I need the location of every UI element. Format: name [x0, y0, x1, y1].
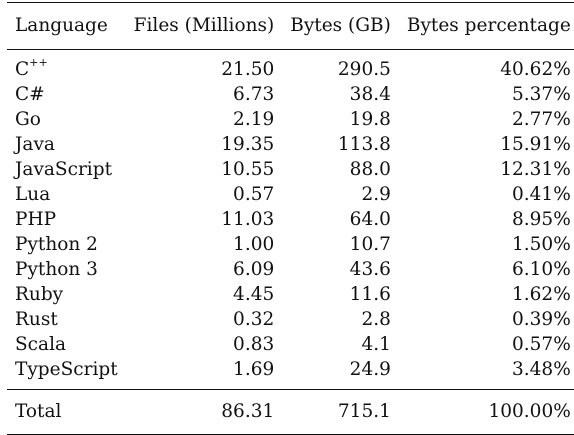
cell-files: 0.57 — [233, 184, 275, 206]
cell-bytes: 38.4 — [349, 84, 391, 106]
cell-files: 0.32 — [233, 309, 275, 331]
cell-files: 1.69 — [233, 359, 275, 381]
cell-bytes: 64.0 — [349, 209, 391, 231]
table-row: Python 3 6.09 43.6 6.10% — [7, 258, 574, 283]
cell-language: Scala — [7, 333, 126, 358]
total-label: Total — [15, 400, 62, 422]
table-row: C# 6.73 38.4 5.37% — [7, 83, 574, 108]
language-name: Java — [15, 134, 55, 156]
header-bytes: Bytes (GB) — [290, 14, 391, 36]
cell-bytes: 43.6 — [349, 259, 391, 281]
cell-language: C++ — [7, 50, 126, 84]
cell-percentage: 0.57% — [512, 334, 571, 356]
cell-language: C# — [7, 83, 126, 108]
language-stats-table: Language Files (Millions) Bytes (GB) Byt… — [7, 2, 574, 435]
cell-language: Rust — [7, 308, 126, 333]
cell-bytes: 88.0 — [349, 159, 391, 181]
table-row: Java 19.35 113.8 15.91% — [7, 133, 574, 158]
cell-files: 0.83 — [233, 334, 275, 356]
table-row: C++ 21.50 290.5 40.62% — [7, 50, 574, 84]
cell-language: PHP — [7, 208, 126, 233]
language-name: Go — [15, 109, 41, 131]
cell-bytes: 113.8 — [337, 134, 391, 156]
table-row: TypeScript 1.69 24.9 3.48% — [7, 358, 574, 390]
header-percentage: Bytes percentage — [406, 14, 571, 36]
cell-language: Lua — [7, 183, 126, 208]
header-language: Language — [15, 14, 108, 36]
cell-percentage: 0.41% — [512, 184, 571, 206]
cell-language: Go — [7, 108, 126, 133]
cell-files: 11.03 — [221, 209, 275, 231]
cell-bytes: 19.8 — [349, 109, 391, 131]
total-bytes: 715.1 — [337, 400, 391, 422]
language-name: Python 3 — [15, 259, 98, 281]
table-row: JavaScript 10.55 88.0 12.31% — [7, 158, 574, 183]
cell-files: 19.35 — [221, 134, 275, 156]
cell-files: 10.55 — [221, 159, 275, 181]
language-name: TypeScript — [15, 359, 118, 381]
cell-bytes: 2.8 — [361, 309, 391, 331]
table-row: Python 2 1.00 10.7 1.50% — [7, 233, 574, 258]
table-row: Go 2.19 19.8 2.77% — [7, 108, 574, 133]
cell-percentage: 40.62% — [500, 59, 571, 81]
cell-language: Ruby — [7, 283, 126, 308]
cell-bytes: 24.9 — [349, 359, 391, 381]
language-name: Ruby — [15, 284, 64, 306]
cell-percentage: 8.95% — [512, 209, 571, 231]
header-files: Files (Millions) — [133, 14, 275, 36]
cell-percentage: 15.91% — [500, 134, 571, 156]
language-name: JavaScript — [15, 159, 112, 181]
table-body: C++ 21.50 290.5 40.62% C# 6.73 38.4 5.37% Go 2.19… — [7, 50, 574, 390]
cell-language: Python 2 — [7, 233, 126, 258]
cell-files: 2.19 — [233, 109, 275, 131]
cell-bytes: 290.5 — [337, 59, 391, 81]
cell-percentage: 5.37% — [512, 84, 571, 106]
language-name: PHP — [15, 209, 57, 231]
table-total-row: Total 86.31 715.1 100.00% — [7, 389, 574, 435]
table-header-row: Language Files (Millions) Bytes (GB) Byt… — [7, 2, 574, 50]
cell-language: JavaScript — [7, 158, 126, 183]
cell-percentage: 2.77% — [512, 109, 571, 131]
table-row: Rust 0.32 2.8 0.39% — [7, 308, 574, 333]
language-name: C# — [15, 84, 45, 106]
language-name: C — [15, 59, 30, 81]
language-name: Python 2 — [15, 234, 98, 256]
language-name: Scala — [15, 334, 67, 356]
total-files: 86.31 — [221, 400, 275, 422]
cell-percentage: 1.50% — [512, 234, 571, 256]
cell-files: 21.50 — [221, 59, 275, 81]
language-name: Rust — [15, 309, 58, 331]
language-name: Lua — [15, 184, 51, 206]
cell-bytes: 2.9 — [361, 184, 391, 206]
cell-percentage: 1.62% — [512, 284, 571, 306]
table-row: PHP 11.03 64.0 8.95% — [7, 208, 574, 233]
cell-language: Java — [7, 133, 126, 158]
cell-files: 6.73 — [233, 84, 275, 106]
cell-bytes: 11.6 — [349, 284, 391, 306]
cell-percentage: 6.10% — [512, 259, 571, 281]
cell-percentage: 0.39% — [512, 309, 571, 331]
table-row: Lua 0.57 2.9 0.41% — [7, 183, 574, 208]
language-superscript: ++ — [29, 55, 48, 69]
cell-files: 4.45 — [233, 284, 275, 306]
cell-language: TypeScript — [7, 358, 126, 390]
cell-bytes: 10.7 — [349, 234, 391, 256]
cell-percentage: 12.31% — [500, 159, 571, 181]
cell-bytes: 4.1 — [361, 334, 391, 356]
cell-percentage: 3.48% — [512, 359, 571, 381]
table-row: Ruby 4.45 11.6 1.62% — [7, 283, 574, 308]
total-percentage: 100.00% — [488, 400, 571, 422]
cell-files: 6.09 — [233, 259, 275, 281]
cell-language: Python 3 — [7, 258, 126, 283]
table-row: Scala 0.83 4.1 0.57% — [7, 333, 574, 358]
cell-files: 1.00 — [233, 234, 275, 256]
language-stats-table-container: Language Files (Millions) Bytes (GB) Byt… — [7, 2, 574, 435]
